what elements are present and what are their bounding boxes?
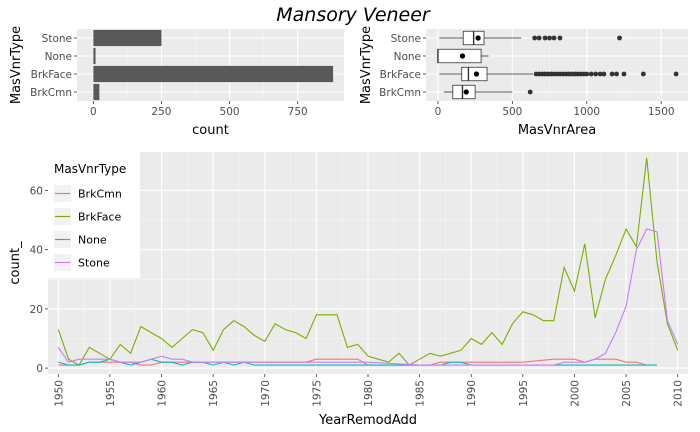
- line-x-tick-label: 1990: [466, 380, 478, 407]
- line-x-tick-label: 1985: [415, 380, 427, 407]
- box-outlier-BrkFace: [614, 71, 619, 77]
- box-outlier-BrkFace: [621, 71, 627, 77]
- box-outlier-Stone: [532, 35, 538, 41]
- line-x-tick-label: 1950: [53, 380, 65, 407]
- box-y-axis-title: MasVnrType: [359, 26, 374, 104]
- line-chart: 0 20 40 60 1950 1955 1960 1965 1970 1975 1980 1985 1…: [8, 152, 688, 428]
- legend-label: BrkFace: [78, 211, 122, 224]
- line-x-axis-title: YearRemodAdd: [318, 413, 417, 428]
- legend-title: MasVnrType: [54, 162, 126, 176]
- box-outlier-Stone: [536, 35, 542, 41]
- box-mean-BrkCmn: [463, 89, 469, 95]
- legend-label: Stone: [78, 257, 110, 270]
- line-y-tick-label: 60: [30, 185, 43, 197]
- line-x-tick-label: 2005: [621, 380, 633, 407]
- bar-x-tick-label: 0: [90, 106, 97, 118]
- box-outlier-BrkFace: [640, 71, 646, 77]
- bar-y-tick-label: BrkFace: [31, 69, 72, 81]
- box-outlier-BrkFace: [593, 71, 599, 77]
- bar-x-axis-title: count: [192, 123, 229, 138]
- line-x-tick-label: 1980: [363, 380, 375, 407]
- box-mean-Stone: [475, 35, 481, 41]
- box-outlier-Stone: [551, 35, 557, 41]
- box-x-tick-label: 0: [435, 106, 442, 118]
- box-outlier-BrkFace: [609, 71, 615, 77]
- line-x-tick-label: 2010: [673, 380, 685, 407]
- box-outlier-BrkFace: [584, 71, 590, 77]
- box-outlier-BrkFace: [673, 71, 679, 77]
- line-y-tick-label: 20: [30, 304, 43, 316]
- box-outlier-BrkFace: [588, 71, 594, 77]
- line-x-tick-label: 1955: [105, 380, 117, 407]
- box-y-tick-label: BrkFace: [380, 69, 421, 81]
- box-outlier-BrkCmn: [527, 89, 533, 95]
- box-outlier-Stone: [557, 35, 563, 41]
- bar-x-tick-label: 750: [288, 106, 308, 118]
- box-y-tick-label: BrkCmn: [379, 87, 421, 99]
- series-line-BrkFace: [57, 157, 679, 366]
- line-x-tick-label: 1965: [208, 380, 220, 407]
- box-x-tick-label: 1000: [573, 106, 600, 118]
- bar-BrkFace: [93, 65, 334, 83]
- box-x-tick-label: 1500: [648, 106, 675, 118]
- bar-y-axis-title: MasVnrType: [9, 26, 24, 104]
- box-y-tick-label: Stone: [391, 33, 421, 45]
- box-outlier-BrkFace: [597, 71, 603, 77]
- legend: MasVnrType BrkCmn BrkFace None Stone: [48, 152, 140, 278]
- line-y-axis-title: count_: [8, 241, 23, 285]
- legend-label: None: [78, 234, 107, 247]
- line-x-tick-label: 1960: [157, 380, 169, 407]
- line-x-tick-label: 1970: [260, 380, 272, 407]
- line-y-tick-label: 0: [36, 363, 43, 375]
- box-chart: BrkCmn BrkFace None Stone 0 500 1000 1500 MasVnr…: [359, 26, 688, 138]
- line-x-tick-label: 1995: [518, 380, 530, 407]
- bar-y-tick-label: None: [45, 51, 72, 63]
- box-outlier-Stone: [547, 35, 552, 41]
- box-x-axis-title: MasVnrArea: [518, 123, 596, 138]
- box-outlier-Stone: [542, 35, 548, 41]
- box-x-tick-label: 500: [502, 106, 522, 118]
- bar-Stone: [93, 29, 162, 47]
- line-y-tick-label: 40: [30, 245, 43, 257]
- box-outlier-BrkFace: [601, 71, 607, 77]
- box-mean-BrkFace: [473, 71, 480, 77]
- bar-y-tick-label: BrkCmn: [30, 87, 72, 99]
- series-line-Stone: [57, 228, 679, 366]
- box-y-tick-label: None: [394, 51, 421, 63]
- legend-label: BrkCmn: [78, 188, 122, 201]
- box-mean-None: [459, 53, 466, 59]
- box-None: [437, 48, 482, 64]
- line-x-tick-label: 1975: [311, 380, 323, 407]
- bar-x-tick-label: 500: [220, 106, 240, 118]
- bar-chart: BrkCmn BrkFace None Stone 0 250 500 750 count Mas…: [9, 26, 344, 138]
- line-x-tick-label: 2000: [569, 380, 581, 407]
- box-outlier-Stone: [617, 35, 622, 41]
- bar-y-tick-label: Stone: [42, 33, 72, 45]
- figure-title: Mansory Veneer: [276, 4, 431, 26]
- bar-x-tick-label: 250: [151, 106, 171, 118]
- bar-None: [93, 47, 96, 65]
- bar-BrkCmn: [93, 83, 100, 101]
